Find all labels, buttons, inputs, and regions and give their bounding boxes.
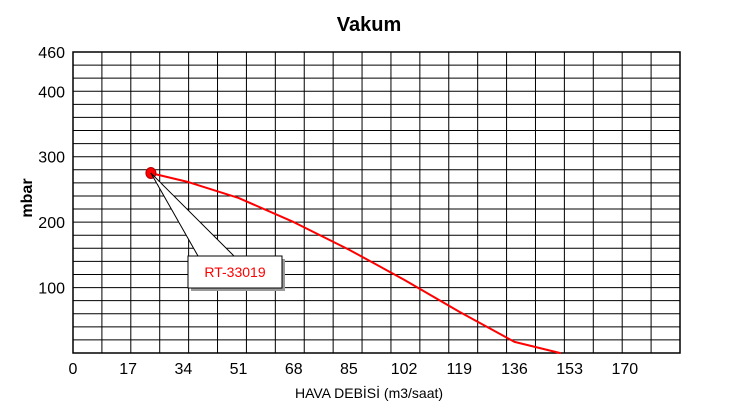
grid-lines — [72, 51, 681, 354]
x-tick-label: 51 — [230, 361, 248, 378]
y-tick-label: 400 — [38, 84, 65, 101]
callout-pointer — [150, 172, 236, 257]
callout-layer: RT-33019 — [150, 172, 285, 291]
x-tick-label: 68 — [285, 361, 303, 378]
y-tick-label: 300 — [38, 150, 65, 167]
plot-area-border — [72, 51, 681, 354]
x-tick-label: 34 — [174, 361, 192, 378]
x-tick-label: 119 — [447, 361, 473, 378]
y-tick-label: 100 — [38, 281, 65, 298]
chart-title: Vakum — [337, 14, 401, 36]
series-line — [149, 172, 561, 354]
x-tick-label: 170 — [611, 361, 638, 378]
x-tick-label: 0 — [69, 361, 78, 378]
x-axis-label: HAVA DEBİSİ (m3/saat) — [295, 384, 443, 401]
y-tick-label: 200 — [38, 215, 65, 232]
callout-box — [187, 255, 283, 289]
tick-labels: 0 17 34 51 68 85 102 119 136 153 170 100 200 300 400 46… — [38, 45, 638, 378]
x-tick-label: 136 — [501, 361, 528, 378]
y-axis-label: mbar — [19, 178, 36, 217]
callout-label: RT-33019 — [204, 264, 265, 280]
x-tick-label: 153 — [556, 361, 583, 378]
y-tick-label: 460 — [38, 45, 65, 62]
x-tick-label: 102 — [391, 361, 418, 378]
x-tick-label: 17 — [119, 361, 137, 378]
x-tick-label: 85 — [340, 361, 358, 378]
